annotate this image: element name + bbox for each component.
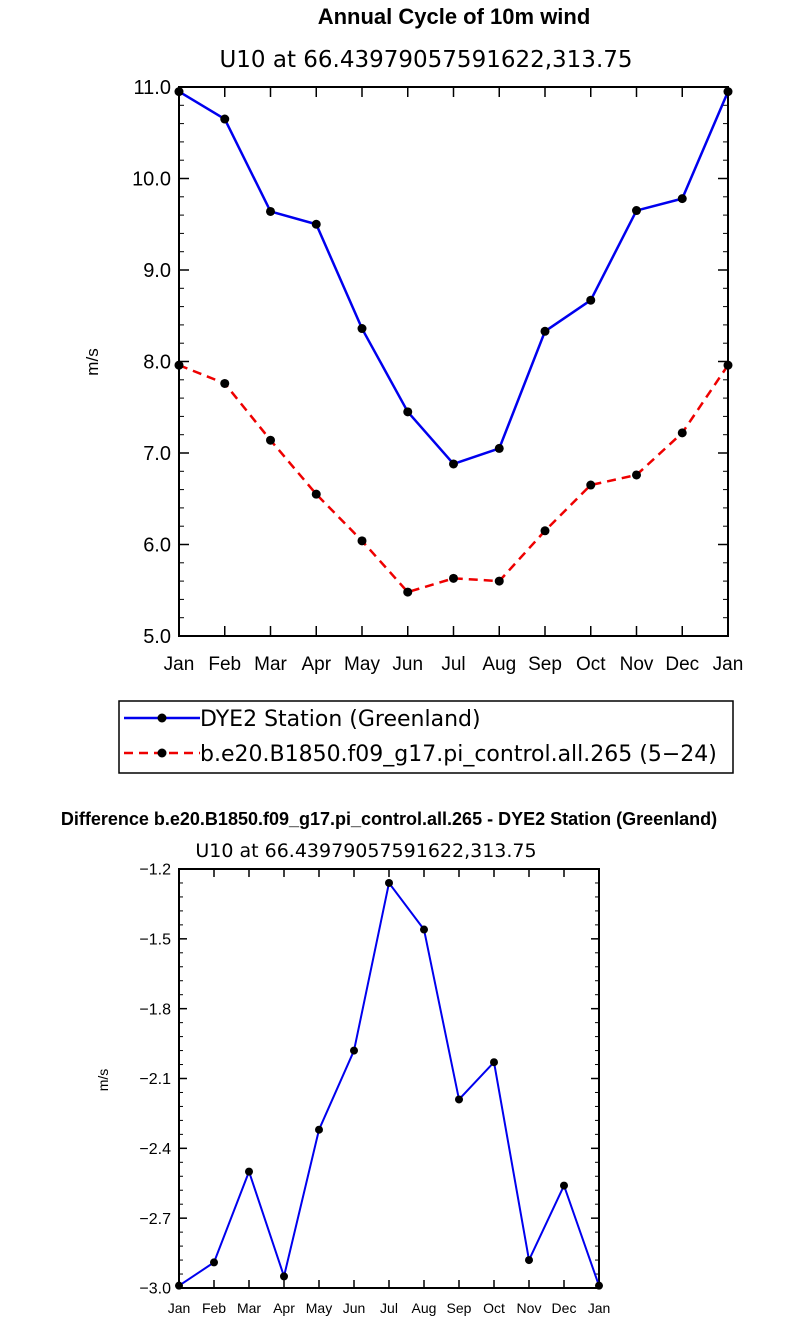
legend-marker-series-2 <box>157 748 167 758</box>
chart2-xtick-label: Aug <box>412 1300 437 1316</box>
chart1-series-1-point <box>632 206 641 216</box>
chart1-series-line-1 <box>178 90 730 466</box>
chart2-series-1-point <box>350 1046 358 1055</box>
chart2-ytick-label: −2.4 <box>139 1141 171 1158</box>
chart1-series-1-point <box>220 114 230 124</box>
chart1-series-1-point <box>586 295 596 305</box>
chart2-ytick-label: −2.7 <box>139 1211 171 1228</box>
chart1-ytick-label: 10.0 <box>132 169 171 191</box>
chart1-series-2-point <box>403 587 413 597</box>
chart1-xtick-label: Feb <box>208 654 241 675</box>
chart1-series-2-point <box>449 573 458 583</box>
chart2-ytick-label: −1.2 <box>139 862 171 879</box>
chart1-series-2-point <box>174 360 184 370</box>
chart1-legend: DYE2 Station (Greenland) b.e20.B1850.f09… <box>118 700 734 774</box>
chart1-series-1-point <box>540 326 550 336</box>
chart2-series-1-point <box>455 1095 463 1104</box>
chart1-series-2-point <box>357 536 367 546</box>
chart1-series-2-point <box>677 428 687 438</box>
chart2-series-1-point <box>175 1281 183 1290</box>
chart1-series-1-point <box>403 407 413 417</box>
chart2-series-1-point <box>385 878 393 887</box>
chart2-series-1-point <box>280 1272 288 1281</box>
chart1-ytick-label: 5.0 <box>143 626 171 648</box>
chart2-xtick-label: Jun <box>343 1300 366 1316</box>
chart1-xtick-label: Sep <box>528 654 562 675</box>
chart1-xtick-label: Aug <box>482 654 516 675</box>
chart1-frame <box>178 86 729 637</box>
chart2-series-1-point <box>490 1058 498 1067</box>
chart1-series-1-point <box>677 194 687 204</box>
chart1-ytick-label: 7.0 <box>143 443 171 465</box>
chart2-series-1-point <box>595 1281 603 1290</box>
legend-box <box>118 700 734 774</box>
chart2-series-1-point <box>315 1125 323 1134</box>
chart2-series-1-point <box>420 925 428 934</box>
chart2-series-line-1 <box>178 881 600 1287</box>
chart1-series-1-point <box>449 459 458 469</box>
chart2-ytick-label: −1.8 <box>139 1001 171 1018</box>
chart2-xtick-label: Feb <box>202 1300 226 1316</box>
chart2-series-1-point <box>560 1181 568 1190</box>
chart2-ytick-label: −1.5 <box>139 931 171 948</box>
chart1-series-1-point <box>266 206 275 216</box>
chart2-xtick-label: Jan <box>168 1300 191 1316</box>
chart2-frame <box>178 868 600 1289</box>
chart1-ylabel: m/s <box>83 348 102 375</box>
chart1-series-1-point <box>174 87 184 97</box>
chart2-ylabel: m/s <box>95 1069 111 1092</box>
chart1-series-1-point <box>494 443 504 453</box>
chart1-series-2-point <box>586 480 596 490</box>
chart2-series-1-point <box>210 1258 218 1267</box>
chart1-subtitle: U10 at 66.43979057591622,313.75 <box>219 47 632 73</box>
chart2-series-1-point <box>525 1256 533 1265</box>
chart1-series-1-point <box>357 324 367 334</box>
chart1-xtick-label: Dec <box>665 654 699 675</box>
chart2-title: Difference b.e20.B1850.f09_g17.pi_contro… <box>61 809 717 829</box>
chart1-ytick-label: 6.0 <box>143 535 171 557</box>
chart2-plot: −3.0 −2.7 −2.4 −2.1 −1.8 −1.5 −1.2 Jan Feb Mar Apr… <box>139 862 610 1316</box>
chart1-series-2-point <box>494 576 504 586</box>
chart1-ytick-label: 8.0 <box>143 352 171 374</box>
chart2-xtick-label: Oct <box>483 1300 505 1316</box>
chart2-xtick-label: Jul <box>380 1300 398 1316</box>
chart1-series-2-point <box>632 470 641 480</box>
chart1-series-1-point <box>723 87 733 97</box>
chart1-xtick-label: Jun <box>392 654 423 675</box>
chart1-series-2-point <box>311 489 321 499</box>
chart2-xtick-label: Mar <box>237 1300 261 1316</box>
legend-marker-series-1 <box>157 713 167 723</box>
chart2-xtick-label: Jan <box>588 1300 611 1316</box>
chart1-xtick-label: Mar <box>254 654 287 675</box>
chart1-series-line-2 <box>178 363 730 594</box>
chart2-xtick-label: Sep <box>447 1300 472 1316</box>
chart1-xtick-label: Nov <box>620 654 654 675</box>
chart1-series-1-point <box>311 219 321 229</box>
chart1-xtick-label: Oct <box>576 654 606 675</box>
chart1-title: Annual Cycle of 10m wind <box>318 4 591 29</box>
chart2-series-1-point <box>245 1167 253 1176</box>
chart2-subtitle: U10 at 66.43979057591622,313.75 <box>195 840 536 862</box>
chart1-xtick-label: Jan <box>713 654 744 675</box>
chart1-plot: 5.0 6.0 7.0 8.0 9.0 10.0 11.0 Jan Feb Mar Apr May Ju… <box>132 77 743 675</box>
chart1-ytick-label: 11.0 <box>134 77 171 99</box>
legend-label-series-2: b.e20.B1850.f09_g17.pi_control.all.265 (… <box>200 742 717 767</box>
chart2-ytick-label: −2.1 <box>139 1071 171 1088</box>
chart1-series-2-point <box>220 378 230 388</box>
legend-label-series-1: DYE2 Station (Greenland) <box>200 707 481 732</box>
chart1-xtick-label: Jul <box>441 654 465 675</box>
chart1-series-2-point <box>540 526 550 536</box>
chart2-xtick-label: Apr <box>273 1300 295 1316</box>
chart2-xtick-label: Dec <box>552 1300 577 1316</box>
chart1-series-2-point <box>723 360 733 370</box>
chart1-xtick-label: May <box>344 654 380 675</box>
chart1-series-2-point <box>266 435 275 445</box>
chart1-xtick-label: Apr <box>301 654 331 675</box>
chart2-xtick-label: May <box>306 1300 332 1316</box>
chart1-ytick-label: 9.0 <box>143 260 171 282</box>
chart2-ytick-label: −3.0 <box>139 1281 171 1298</box>
chart1-xtick-label: Jan <box>164 654 195 675</box>
chart2-xtick-label: Nov <box>517 1300 542 1316</box>
